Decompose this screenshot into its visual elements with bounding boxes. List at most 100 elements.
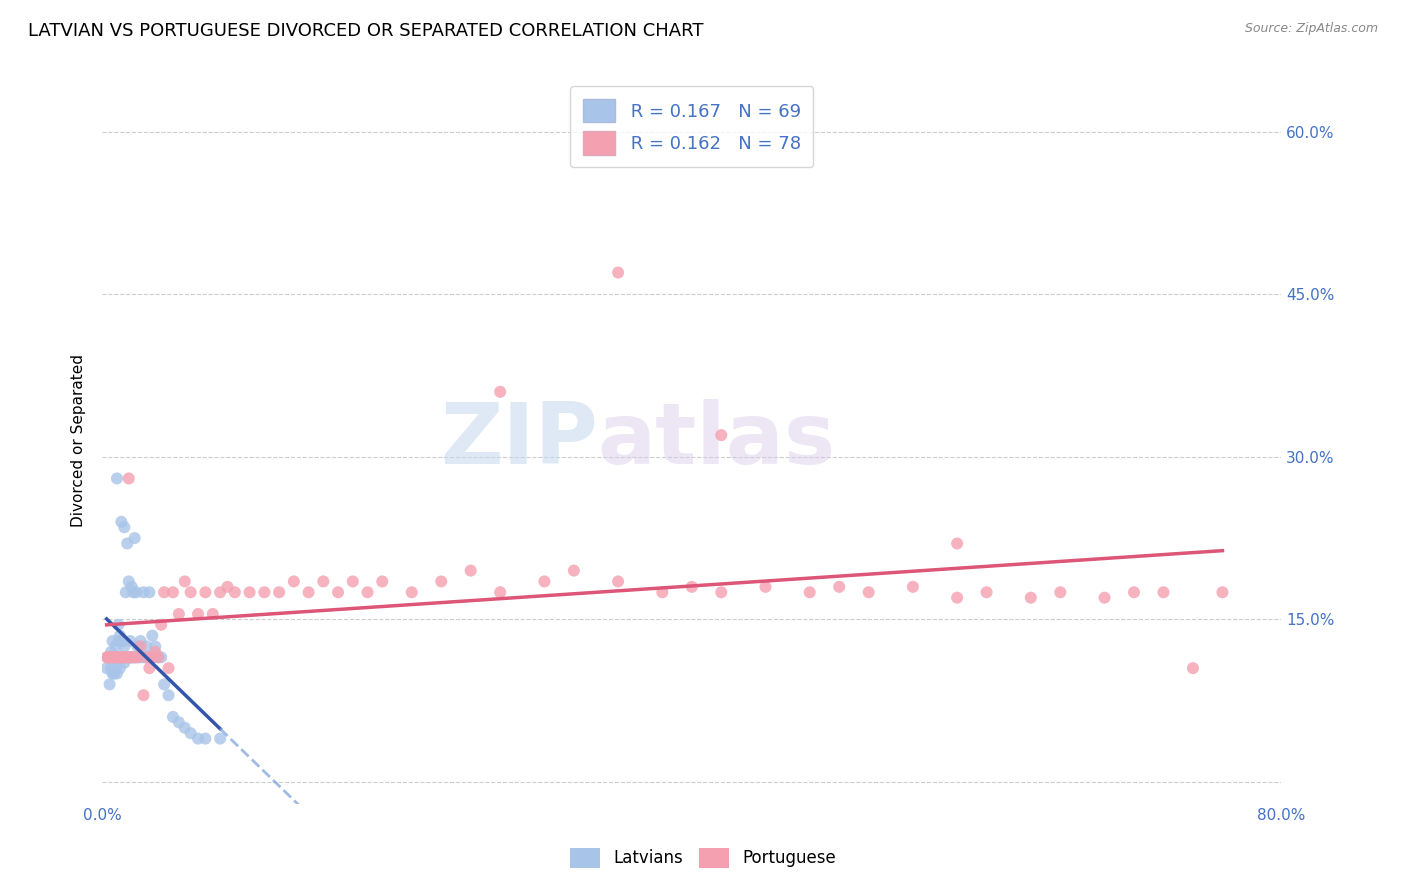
Point [901, 580, 924, 594]
Point [108, 650, 131, 665]
Point [97, 650, 120, 665]
Point [217, 580, 239, 594]
Point [224, 585, 246, 599]
Point [112, 520, 135, 534]
Point [194, 585, 217, 599]
Point [157, 661, 180, 675]
Point [131, 650, 153, 665]
Point [124, 650, 146, 665]
Point [105, 650, 128, 665]
Point [153, 585, 176, 599]
Point [107, 650, 129, 665]
Text: atlas: atlas [598, 399, 835, 482]
Point [117, 650, 139, 665]
Point [976, 585, 998, 599]
Point [112, 656, 135, 670]
Point [100, 645, 122, 659]
Point [162, 710, 184, 724]
Text: Source: ZipAtlas.com: Source: ZipAtlas.com [1244, 22, 1378, 36]
Point [401, 585, 423, 599]
Point [107, 634, 129, 648]
Point [533, 574, 555, 589]
Point [239, 585, 262, 599]
Point [118, 650, 141, 665]
Point [118, 471, 141, 485]
Point [108, 650, 131, 665]
Point [342, 574, 364, 589]
Text: LATVIAN VS PORTUGUESE DIVORCED OR SEPARATED CORRELATION CHART: LATVIAN VS PORTUGUESE DIVORCED OR SEPARA… [28, 22, 703, 40]
Point [194, 731, 217, 746]
Point [101, 650, 124, 665]
Point [132, 688, 155, 702]
Point [98, 650, 121, 665]
Point [187, 731, 209, 746]
Point [122, 650, 145, 665]
Point [100, 650, 122, 665]
Point [1019, 591, 1042, 605]
Point [489, 384, 512, 399]
Point [127, 640, 149, 654]
Point [710, 428, 733, 442]
Point [125, 585, 148, 599]
Point [103, 650, 125, 665]
Y-axis label: Divorced or Separated: Divorced or Separated [72, 354, 86, 527]
Point [946, 536, 969, 550]
Legend: Latvians, Portuguese: Latvians, Portuguese [562, 841, 844, 875]
Point [173, 721, 195, 735]
Point [127, 650, 149, 665]
Point [111, 650, 134, 665]
Point [118, 574, 141, 589]
Point [110, 634, 132, 648]
Point [150, 650, 173, 665]
Point [114, 585, 136, 599]
Point [128, 650, 150, 665]
Point [120, 650, 142, 665]
Point [148, 650, 170, 665]
Point [858, 585, 880, 599]
Point [103, 650, 125, 665]
Point [143, 640, 166, 654]
Point [180, 585, 202, 599]
Point [122, 585, 145, 599]
Point [114, 650, 136, 665]
Point [104, 640, 127, 654]
Point [681, 580, 703, 594]
Point [142, 650, 165, 665]
Point [297, 585, 319, 599]
Point [253, 585, 276, 599]
Point [326, 585, 349, 599]
Point [105, 650, 128, 665]
Point [148, 650, 170, 665]
Point [104, 650, 127, 665]
Point [121, 650, 143, 665]
Point [117, 650, 139, 665]
Point [460, 564, 482, 578]
Point [607, 574, 630, 589]
Point [120, 634, 142, 648]
Point [132, 585, 155, 599]
Point [1153, 585, 1175, 599]
Point [143, 645, 166, 659]
Point [799, 585, 821, 599]
Point [108, 661, 131, 675]
Point [828, 580, 851, 594]
Point [138, 661, 160, 675]
Point [139, 650, 162, 665]
Point [98, 677, 121, 691]
Point [489, 585, 512, 599]
Point [1123, 585, 1146, 599]
Point [312, 574, 335, 589]
Point [1181, 661, 1204, 675]
Point [114, 650, 136, 665]
Point [430, 574, 453, 589]
Point [167, 715, 190, 730]
Point [121, 580, 143, 594]
Point [100, 661, 122, 675]
Point [120, 650, 142, 665]
Point [209, 585, 232, 599]
Point [136, 650, 159, 665]
Point [107, 617, 129, 632]
Point [157, 688, 180, 702]
Point [135, 650, 157, 665]
Point [104, 661, 127, 675]
